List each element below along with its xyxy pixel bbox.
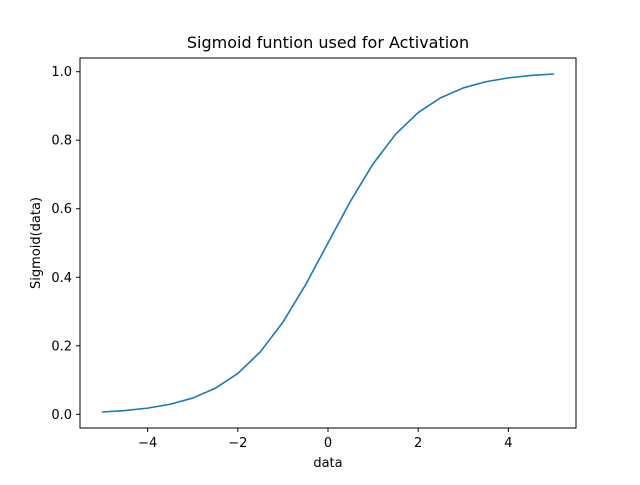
y-tick-label: 1.0 — [51, 65, 72, 80]
y-tick-label: 0.0 — [51, 408, 72, 423]
x-axis: −4 −2 0 2 4 — [138, 428, 513, 451]
x-tick-label: −2 — [228, 436, 247, 451]
sigmoid-series-line — [101, 73, 555, 413]
x-tick-label: 4 — [504, 436, 512, 451]
y-axis: 0.0 0.2 0.4 0.6 0.8 1.0 — [51, 65, 80, 423]
x-tick-label: 0 — [324, 436, 332, 451]
x-tick-label: 2 — [414, 436, 422, 451]
y-tick-label: 0.4 — [51, 271, 72, 286]
series-layer — [101, 73, 555, 413]
chart-title: Sigmoid funtion used for Activation — [187, 33, 469, 52]
plot-area: −4 −2 0 2 4 0.0 0.2 0.4 0.6 0.8 1.0 — [51, 57, 577, 451]
x-axis-label: data — [313, 456, 342, 471]
axes-frame — [79, 57, 577, 429]
y-tick-label: 0.6 — [51, 202, 72, 217]
y-tick-label: 0.2 — [51, 339, 72, 354]
y-axis-label: Sigmoid(data) — [29, 197, 44, 289]
x-tick-label: −4 — [138, 436, 157, 451]
y-tick-label: 0.8 — [51, 134, 72, 149]
